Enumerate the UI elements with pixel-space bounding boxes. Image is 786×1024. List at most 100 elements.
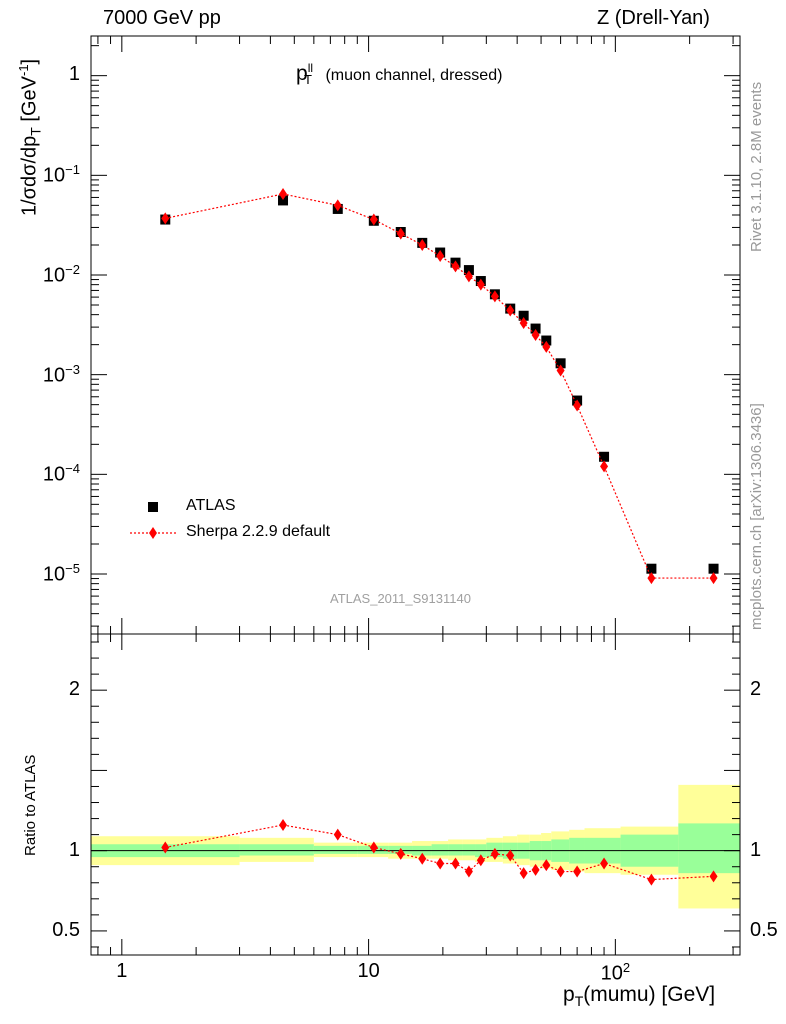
main-y-axis-label-main: 1/σdσ/dp	[18, 135, 41, 216]
main-y-axis-label: 1/σdσ/dpT [GeV-1]	[16, 59, 44, 216]
ratio-y-tick-label: 1	[68, 838, 80, 861]
sherpa-point	[476, 278, 485, 291]
plot-title-sub: T	[304, 72, 312, 88]
ratio-x-tick-label: 1	[116, 960, 128, 982]
ratio-sherpa-point	[531, 863, 540, 876]
atlas-data-point	[518, 310, 529, 321]
sherpa-point	[490, 290, 499, 303]
ratio-sherpa-point	[418, 852, 427, 865]
sherpa-point	[519, 316, 528, 329]
sherpa-point	[647, 572, 656, 585]
sherpa-point	[396, 227, 405, 240]
ratio-y-axis-label: Ratio to ATLAS	[22, 754, 39, 856]
plot-title-symbol: p	[296, 62, 308, 85]
atlas-data-point	[555, 358, 566, 369]
main-y-tick-label: 10−2	[42, 261, 80, 287]
ratio-sherpa-point	[464, 865, 473, 878]
sherpa-point	[506, 304, 515, 317]
ratio-sherpa-point	[436, 857, 445, 870]
main-y-tick-label: 10−4	[42, 461, 80, 486]
main-y-axis-label-close: ]	[18, 58, 41, 65]
plot-title-sup: ll	[307, 60, 314, 75]
x-axis-label-main: p	[563, 983, 575, 1006]
x-axis-label-sub: T	[574, 993, 584, 1010]
x-axis-label: pT(mumu) [GeV]	[563, 983, 715, 1009]
stat-uncertainty-band	[239, 844, 314, 856]
atlas-data-point	[463, 265, 474, 276]
main-y-axis-label-unit-sup: -1	[16, 64, 31, 76]
process-label: Z (Drell-Yan)	[597, 7, 710, 29]
main-y-axis-label-unit: [GeV	[18, 76, 41, 128]
legend-sherpa-marker	[149, 527, 157, 539]
sherpa-point	[279, 187, 288, 200]
main-y-tick-label: 10−5	[42, 560, 80, 586]
ratio-sherpa-point	[709, 870, 718, 883]
mcplots-reference-label: mcplots.cern.ch [arXiv:1306.3436]	[748, 403, 765, 630]
atlas-data-point	[541, 335, 552, 346]
ratio-plot-ticks	[91, 634, 740, 955]
sherpa-point	[542, 340, 551, 353]
ratio-sherpa-point	[396, 847, 405, 860]
atlas-data-point	[278, 195, 289, 206]
ratio-sherpa-point	[519, 867, 528, 880]
ratio-sherpa-point	[369, 841, 378, 854]
energy-label: 7000 GeV pp	[103, 7, 221, 29]
ratio-y-tick-label-right: 1	[750, 838, 762, 861]
legend-atlas-marker	[148, 502, 158, 512]
ratio-uncertainty-bands	[91, 784, 740, 909]
atlas-data-point	[599, 451, 610, 462]
sherpa-line	[165, 193, 714, 579]
ratio-y-tick-label: 0.5	[52, 918, 80, 941]
sherpa-point	[464, 270, 473, 283]
ratio-x-tick-label: 10	[357, 960, 380, 982]
ratio-sherpa-point	[333, 828, 342, 841]
sherpa-point	[556, 364, 565, 377]
stat-uncertainty-band	[448, 844, 463, 856]
main-y-axis-label-sub: T	[27, 127, 44, 136]
ratio-sherpa-line	[165, 824, 714, 881]
sherpa-point	[709, 572, 718, 585]
plot-title: pllT (muon channel, dressed)	[296, 60, 503, 88]
atlas-data-point	[708, 563, 719, 574]
sherpa-point	[161, 212, 170, 225]
ratio-sherpa-point	[279, 818, 288, 831]
sherpa-point	[451, 260, 460, 273]
stat-uncertainty-band	[462, 844, 476, 856]
ratio-x-tick-label: 102	[600, 960, 631, 985]
ratio-plot	[90, 633, 741, 956]
main-y-tick-label: 10−3	[42, 361, 80, 387]
main-plot-series	[160, 187, 719, 585]
stat-uncertainty-band	[313, 845, 358, 854]
main-plot-frame	[90, 35, 741, 635]
sherpa-point	[436, 250, 445, 263]
ratio-sherpa-point	[542, 859, 551, 872]
ratio-sherpa-point	[451, 857, 460, 870]
sherpa-point	[333, 199, 342, 212]
legend-label-sherpa: Sherpa 2.2.9 default	[186, 523, 331, 540]
ratio-sherpa-point	[600, 857, 609, 870]
ratio-sherpa-point	[556, 865, 565, 878]
main-plot-ticks	[91, 36, 740, 634]
stat-uncertainty-band	[431, 844, 449, 856]
plot-title-text: (muon channel, dressed)	[325, 67, 503, 84]
rivet-version-label: Rivet 3.1.10, 2.8M events	[748, 81, 765, 252]
main-y-tick-label: 10−1	[42, 162, 80, 187]
ratio-sherpa-point	[161, 841, 170, 854]
ratio-plot-series	[161, 818, 718, 886]
sherpa-point	[600, 460, 609, 473]
ratio-plot-frame	[90, 633, 741, 956]
ratio-sherpa-point	[573, 865, 582, 878]
legend-graphics	[130, 502, 176, 539]
ratio-sherpa-point	[490, 847, 499, 860]
atlas-data-point	[530, 323, 541, 334]
ratio-y-tick-label: 2	[68, 678, 80, 701]
x-axis-label-rest: (mumu) [GeV]	[583, 983, 716, 1006]
ratio-sherpa-point	[647, 873, 656, 886]
ratio-y-tick-label-right: 2	[750, 678, 762, 701]
sherpa-point	[531, 329, 540, 341]
legend-label-atlas: ATLAS	[186, 497, 236, 514]
main-y-tick-label: 1	[68, 62, 80, 85]
sherpa-point	[369, 213, 378, 226]
sherpa-point	[418, 238, 427, 251]
